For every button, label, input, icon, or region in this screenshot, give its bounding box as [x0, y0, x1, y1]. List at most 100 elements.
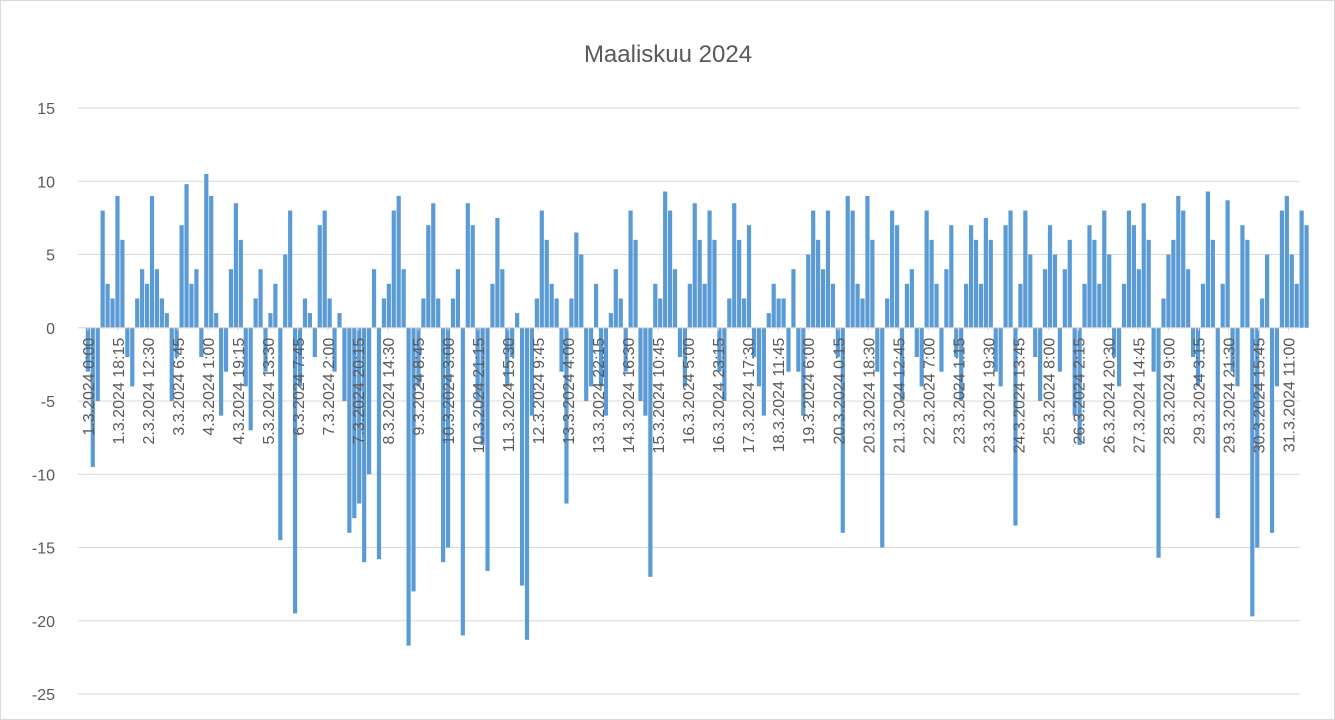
bar — [746, 225, 752, 328]
bar — [135, 298, 140, 328]
bar — [283, 254, 288, 328]
bar — [524, 327, 530, 640]
bar — [243, 327, 248, 387]
bar — [756, 327, 761, 387]
y-tick-label: -10 — [32, 467, 55, 484]
bar — [1176, 195, 1181, 328]
bar — [1220, 283, 1225, 328]
bar — [115, 195, 120, 328]
bar — [1240, 225, 1245, 328]
x-tick-label: 26.3.2024 2:15 — [1071, 338, 1088, 445]
bar — [919, 327, 924, 387]
bar — [312, 327, 317, 358]
bar — [1062, 269, 1067, 328]
bar — [352, 327, 357, 519]
bar — [169, 327, 174, 401]
bar — [179, 225, 184, 328]
bar — [1092, 239, 1097, 328]
bar — [164, 313, 169, 328]
x-tick-label: 20.3.2024 18:30 — [861, 338, 878, 454]
bar — [914, 327, 919, 358]
bar — [658, 298, 663, 328]
bar — [1077, 327, 1082, 445]
bar — [554, 298, 559, 328]
bar — [672, 269, 678, 328]
bar — [401, 269, 406, 328]
bar — [140, 269, 145, 328]
bar — [214, 313, 219, 328]
bar — [515, 313, 520, 328]
bar — [293, 327, 298, 614]
bar — [648, 327, 653, 577]
bar — [702, 283, 707, 328]
bar — [1215, 327, 1220, 519]
bar — [816, 239, 821, 328]
bar — [544, 239, 549, 328]
bar — [149, 195, 155, 328]
x-tick-label: 16.3.2024 23:15 — [711, 338, 728, 454]
bar — [1038, 327, 1043, 401]
x-tick-label: 10.3.2024 3:00 — [441, 338, 458, 445]
x-tick-label: 4.3.2024 19:15 — [231, 338, 248, 445]
x-tick-label: 21.3.2024 12:45 — [891, 338, 908, 454]
bar — [618, 298, 623, 328]
bar — [1284, 195, 1289, 328]
bar — [712, 239, 717, 328]
bar — [223, 327, 229, 372]
x-tick-label: 19.3.2024 6:00 — [801, 338, 818, 445]
bar — [954, 327, 959, 358]
bar — [519, 327, 525, 586]
bar — [643, 327, 648, 416]
x-tick-label: 4.3.2024 1:00 — [201, 338, 218, 436]
bar — [505, 327, 510, 387]
bar — [248, 327, 253, 431]
bar — [120, 239, 125, 328]
bar — [475, 327, 480, 401]
bar — [357, 327, 362, 504]
bar — [825, 210, 831, 328]
bar — [159, 298, 164, 328]
bar — [1190, 327, 1196, 358]
x-tick-label: 10.3.2024 21:15 — [471, 338, 488, 454]
bar — [465, 203, 470, 328]
bar — [766, 313, 771, 328]
y-tick-label: 5 — [46, 248, 55, 265]
bar — [450, 298, 456, 328]
bar — [431, 203, 436, 328]
bar — [1200, 283, 1206, 328]
x-tick-label: 23.3.2024 1:15 — [951, 338, 968, 445]
bar — [589, 327, 594, 387]
bar — [1294, 283, 1299, 328]
bar — [801, 327, 806, 416]
bar — [1210, 239, 1215, 328]
bar — [1279, 210, 1285, 328]
bar — [904, 283, 910, 328]
bar — [845, 195, 850, 328]
bar — [692, 203, 697, 328]
bar — [1047, 225, 1053, 328]
bar — [233, 203, 238, 328]
x-tick-label: 1.3.2024 18:15 — [111, 338, 128, 445]
bar — [347, 327, 352, 533]
bar — [1018, 283, 1023, 328]
bar — [258, 269, 263, 328]
bar — [1195, 327, 1201, 387]
bar — [855, 283, 860, 328]
x-tick-label: 5.3.2024 13:30 — [261, 338, 278, 445]
bar — [894, 225, 900, 328]
bar — [194, 269, 199, 328]
bar — [722, 327, 727, 401]
bar — [579, 254, 584, 328]
x-tick-label: 17.3.2024 17:30 — [741, 338, 758, 454]
bar — [613, 269, 618, 328]
bar — [717, 327, 722, 372]
bar — [786, 327, 791, 372]
bar — [253, 298, 258, 328]
bar — [1304, 225, 1309, 328]
x-tick-label: 13.3.2024 22:15 — [591, 338, 608, 454]
x-tick-label: 7.3.2024 20:15 — [351, 338, 368, 445]
bar — [1072, 327, 1077, 416]
x-tick-label: 11.3.2024 15:30 — [501, 338, 518, 453]
bar — [455, 269, 461, 328]
